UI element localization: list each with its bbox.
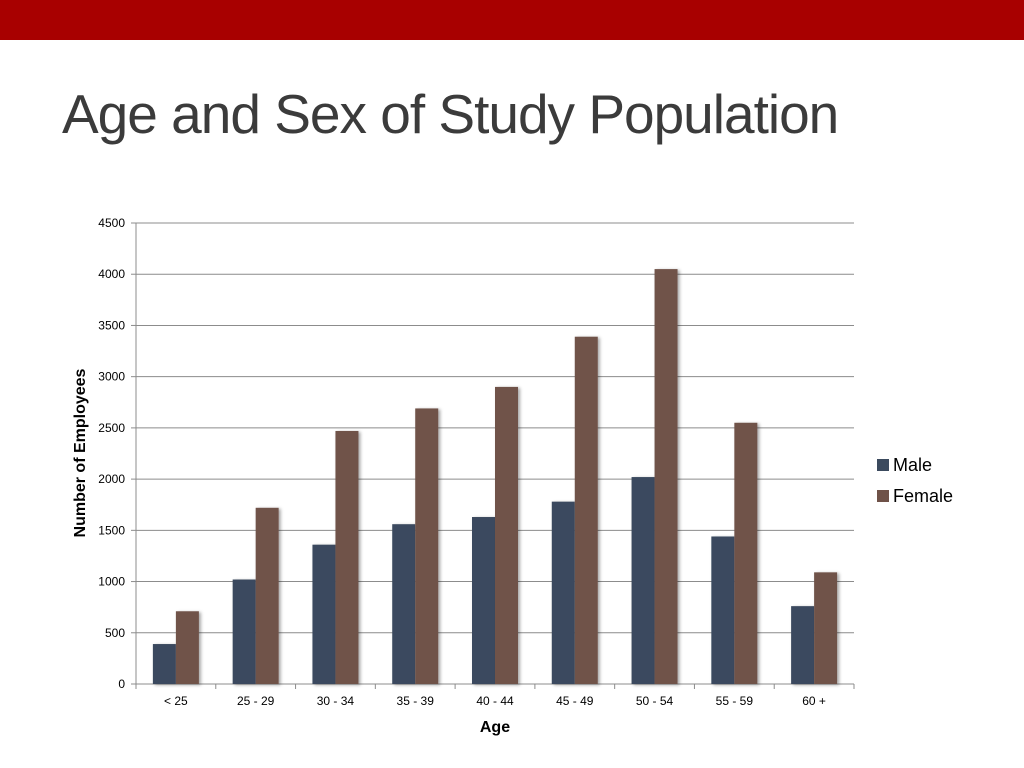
x-tick-label: 50 - 54 xyxy=(636,694,674,708)
x-tick-label: 25 - 29 xyxy=(237,694,275,708)
bar-male-5 xyxy=(551,501,575,684)
y-axis-title: Number of Employees xyxy=(72,368,89,537)
bar-male-0 xyxy=(152,644,176,684)
x-axis-title: Age xyxy=(480,719,510,736)
y-tick-label: 3000 xyxy=(98,370,125,384)
bar-male-3 xyxy=(392,524,416,684)
y-tick-label: 4000 xyxy=(98,267,125,281)
bar-female-2 xyxy=(335,430,359,684)
bar-female-8 xyxy=(814,572,838,684)
legend-label-male: Male xyxy=(893,455,932,475)
bar-male-2 xyxy=(312,544,336,684)
y-tick-label: 1500 xyxy=(98,523,125,537)
legend-swatch-male xyxy=(877,459,889,471)
legend-swatch-female xyxy=(877,490,889,502)
bars xyxy=(152,269,838,684)
y-tick-label: 4500 xyxy=(98,216,125,230)
top-accent-bar xyxy=(0,0,1024,40)
bar-female-0 xyxy=(175,611,199,684)
bar-male-4 xyxy=(472,517,495,684)
y-tick-label: 1000 xyxy=(98,575,125,589)
legend-label-female: Female xyxy=(893,486,953,506)
bar-female-5 xyxy=(574,336,598,684)
y-tick-label: 3500 xyxy=(98,318,125,332)
bar-female-1 xyxy=(255,507,279,684)
x-tick-label: < 25 xyxy=(164,694,188,708)
bar-male-8 xyxy=(791,606,815,684)
x-tick-label: 40 - 44 xyxy=(476,694,514,708)
x-tick-label: 55 - 59 xyxy=(716,694,754,708)
y-tick-label: 0 xyxy=(118,677,125,691)
y-tick-label: 2500 xyxy=(98,421,125,435)
bar-female-7 xyxy=(734,422,758,684)
x-tick-label: 60 + xyxy=(802,694,826,708)
bar-male-1 xyxy=(232,579,256,684)
slide-title: Age and Sex of Study Population xyxy=(62,83,839,145)
x-tick-label: 45 - 49 xyxy=(556,694,594,708)
bar-female-6 xyxy=(654,269,678,684)
x-tick-label: 30 - 34 xyxy=(317,694,355,708)
bar-female-4 xyxy=(495,386,518,684)
legend: Male Female xyxy=(877,455,953,506)
bar-female-3 xyxy=(415,408,439,684)
bar-male-7 xyxy=(711,536,735,684)
y-tick-label: 500 xyxy=(105,626,125,640)
tick-labels: 0 500 1000 1500 2000 2500 3000 3500 4000 4500 < 25… xyxy=(98,216,826,708)
bar-male-6 xyxy=(631,477,655,684)
x-tick-label: 35 - 39 xyxy=(397,694,435,708)
y-tick-label: 2000 xyxy=(98,472,125,486)
